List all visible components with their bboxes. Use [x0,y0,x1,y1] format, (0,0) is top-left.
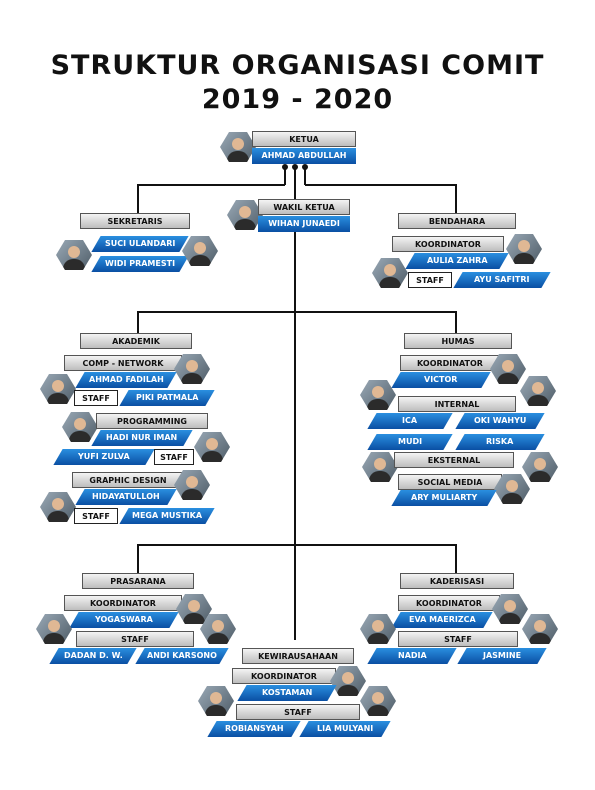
comp-network-staff-photo [40,374,76,404]
wakil-role: WAKIL KETUA [258,199,350,215]
connector-akademik-humas [137,311,457,333]
bendahara-koordinator: AULIA ZAHRA [405,253,509,269]
kewirausahaan-staff-photo-2 [360,686,396,716]
sekretaris-role: SEKRETARIS [80,213,190,229]
humas-social-media-photo [494,474,530,504]
kewirausahaan-staff-1: ROBIANSYAH [207,721,301,737]
programming-staff-label: STAFF [154,449,194,465]
kewirausahaan-staff-2: LIA MULYANI [299,721,391,737]
sekretaris-member-1: SUCI ULANDARI [91,236,189,252]
kaderisasi-staff-label: STAFF [398,631,518,647]
ketua-role: KETUA [252,131,356,147]
kewirausahaan-koordinator-label: KOORDINATOR [232,668,336,684]
humas-social-media-label: SOCIAL MEDIA [398,474,502,490]
kaderisasi-koordinator-label: KOORDINATOR [398,595,500,611]
humas-internal-photo-1 [360,380,396,410]
bendahara-staff-label: STAFF [408,272,452,288]
kewirausahaan-koordinator-photo [330,666,366,696]
comp-network-staff: PIKI PATMALA [119,390,215,406]
graphic-design-staff: MEGA MUSTIKA [119,508,215,524]
connector-sekretaris [137,184,285,213]
bendahara-koordinator-label: KOORDINATOR [392,236,504,252]
kewirausahaan-koordinator: KOSTAMAN [237,685,337,701]
prasarana-koordinator-label: KOORDINATOR [64,595,182,611]
humas-internal-label: INTERNAL [398,396,516,412]
kewirausahaan-role: KEWIRAUSAHAAN [242,648,354,664]
humas-eksternal-photo-1 [362,452,398,482]
bendahara-staff-photo [372,258,408,288]
humas-internal-photo-2 [520,376,556,406]
prasarana-staff-label: STAFF [76,631,194,647]
programming-label: PROGRAMMING [96,413,208,429]
bendahara-koordinator-photo [506,234,542,264]
wakil-name: WIHAN JUNAEDI [258,216,350,232]
connector-bendahara [305,184,457,213]
comp-network-staff-label: STAFF [74,390,118,406]
kewirausahaan-staff-photo-1 [198,686,234,716]
ketua-photo [220,132,256,162]
kaderisasi-koordinator: EVA MAERIZCA [391,612,493,628]
kewirausahaan-staff-label: STAFF [236,704,360,720]
comp-network-koordinator: AHMAD FADILAH [75,372,177,388]
kaderisasi-staff-2: JASMINE [457,648,547,664]
sekretaris-photo-2 [182,236,218,266]
sekretaris-photo-1 [56,240,92,270]
prasarana-staff-2: ANDI KARSONO [135,648,229,664]
connector-prasarana-kaderisasi [137,544,457,573]
humas-role: HUMAS [404,333,512,349]
akademik-role: AKADEMIK [80,333,192,349]
programming-staff-photo [194,432,230,462]
graphic-design-label: GRAPHIC DESIGN [72,472,184,488]
humas-eksternal-label: EKSTERNAL [394,452,514,468]
prasarana-staff-1: DADAN D. W. [49,648,137,664]
graphic-design-staff-label: STAFF [74,508,118,524]
humas-koordinator-photo [490,354,526,384]
kaderisasi-staff-photo-1 [360,614,396,644]
humas-internal-member-3: MUDI [367,434,453,450]
humas-internal-member-4: RISKA [455,434,545,450]
sekretaris-member-2: WIDI PRAMESTI [91,256,189,272]
ketua-name: AHMAD ABDULLAH [252,148,356,164]
prasarana-staff-photo-1 [36,614,72,644]
programming-koordinator-photo [62,412,98,442]
diagram-subtitle: 2019 - 2020 [201,84,394,115]
humas-social-media-member: ARY MULIARTY [391,490,497,506]
bendahara-role: BENDAHARA [398,213,516,229]
kaderisasi-koordinator-photo [492,594,528,624]
prasarana-koordinator: YOGASWARA [69,612,179,628]
comp-network-label: COMP - NETWORK [64,355,182,371]
humas-internal-member-1: ICA [367,413,453,429]
kaderisasi-staff-photo-2 [522,614,558,644]
programming-koordinator: HADI NUR IMAN [91,430,193,446]
humas-koordinator: VICTOR [391,372,491,388]
humas-koordinator-label: KOORDINATOR [400,355,500,371]
programming-staff: YUFI ZULVA [53,449,155,465]
prasarana-staff-photo-2 [200,614,236,644]
kaderisasi-staff-1: NADIA [367,648,457,664]
prasarana-role: PRASARANA [82,573,194,589]
bendahara-staff: AYU SAFITRI [453,272,551,288]
humas-internal-member-2: OKI WAHYU [455,413,545,429]
diagram-title: STRUKTUR ORGANISASI COMIT [50,50,545,81]
humas-eksternal-photo-2 [522,452,558,482]
graphic-design-koordinator-photo [174,470,210,500]
graphic-design-koordinator: HIDAYATULLOH [75,489,177,505]
comp-network-koordinator-photo [174,354,210,384]
kaderisasi-role: KADERISASI [400,573,514,589]
wakil-photo [227,200,263,230]
graphic-design-staff-photo [40,492,76,522]
